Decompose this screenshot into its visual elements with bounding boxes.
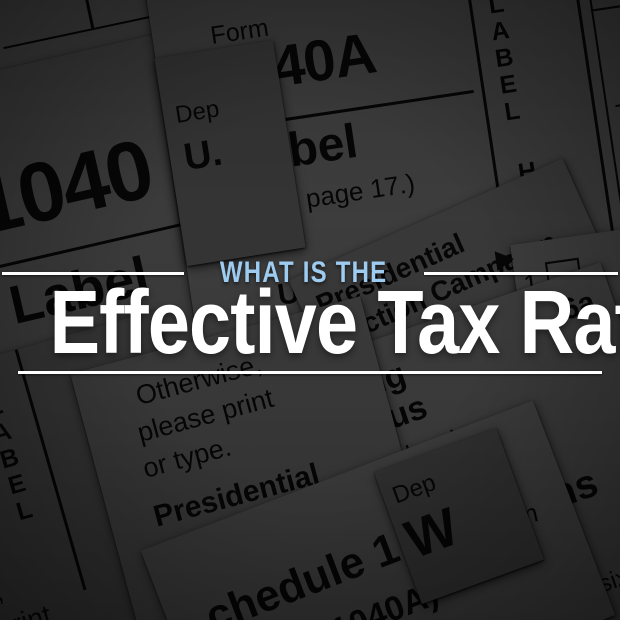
letter-E: E: [497, 69, 519, 100]
form-1040-left-number: 1040: [0, 120, 161, 253]
form-pointer-triangle: [494, 248, 516, 272]
letter-L4: L: [13, 495, 36, 527]
letter-B: B: [493, 42, 516, 74]
lower-left-ase-print: ase print: [0, 599, 54, 620]
line-6a-text: 6a: [557, 285, 600, 328]
letter-L2: L: [502, 96, 522, 127]
lower-left-label-letters: L A B E L: [0, 391, 37, 527]
w2-letter: W: [397, 496, 466, 571]
form-w-us: U.: [180, 131, 226, 179]
form-w-dept: Dep: [173, 95, 222, 129]
letter-A: A: [489, 16, 512, 47]
